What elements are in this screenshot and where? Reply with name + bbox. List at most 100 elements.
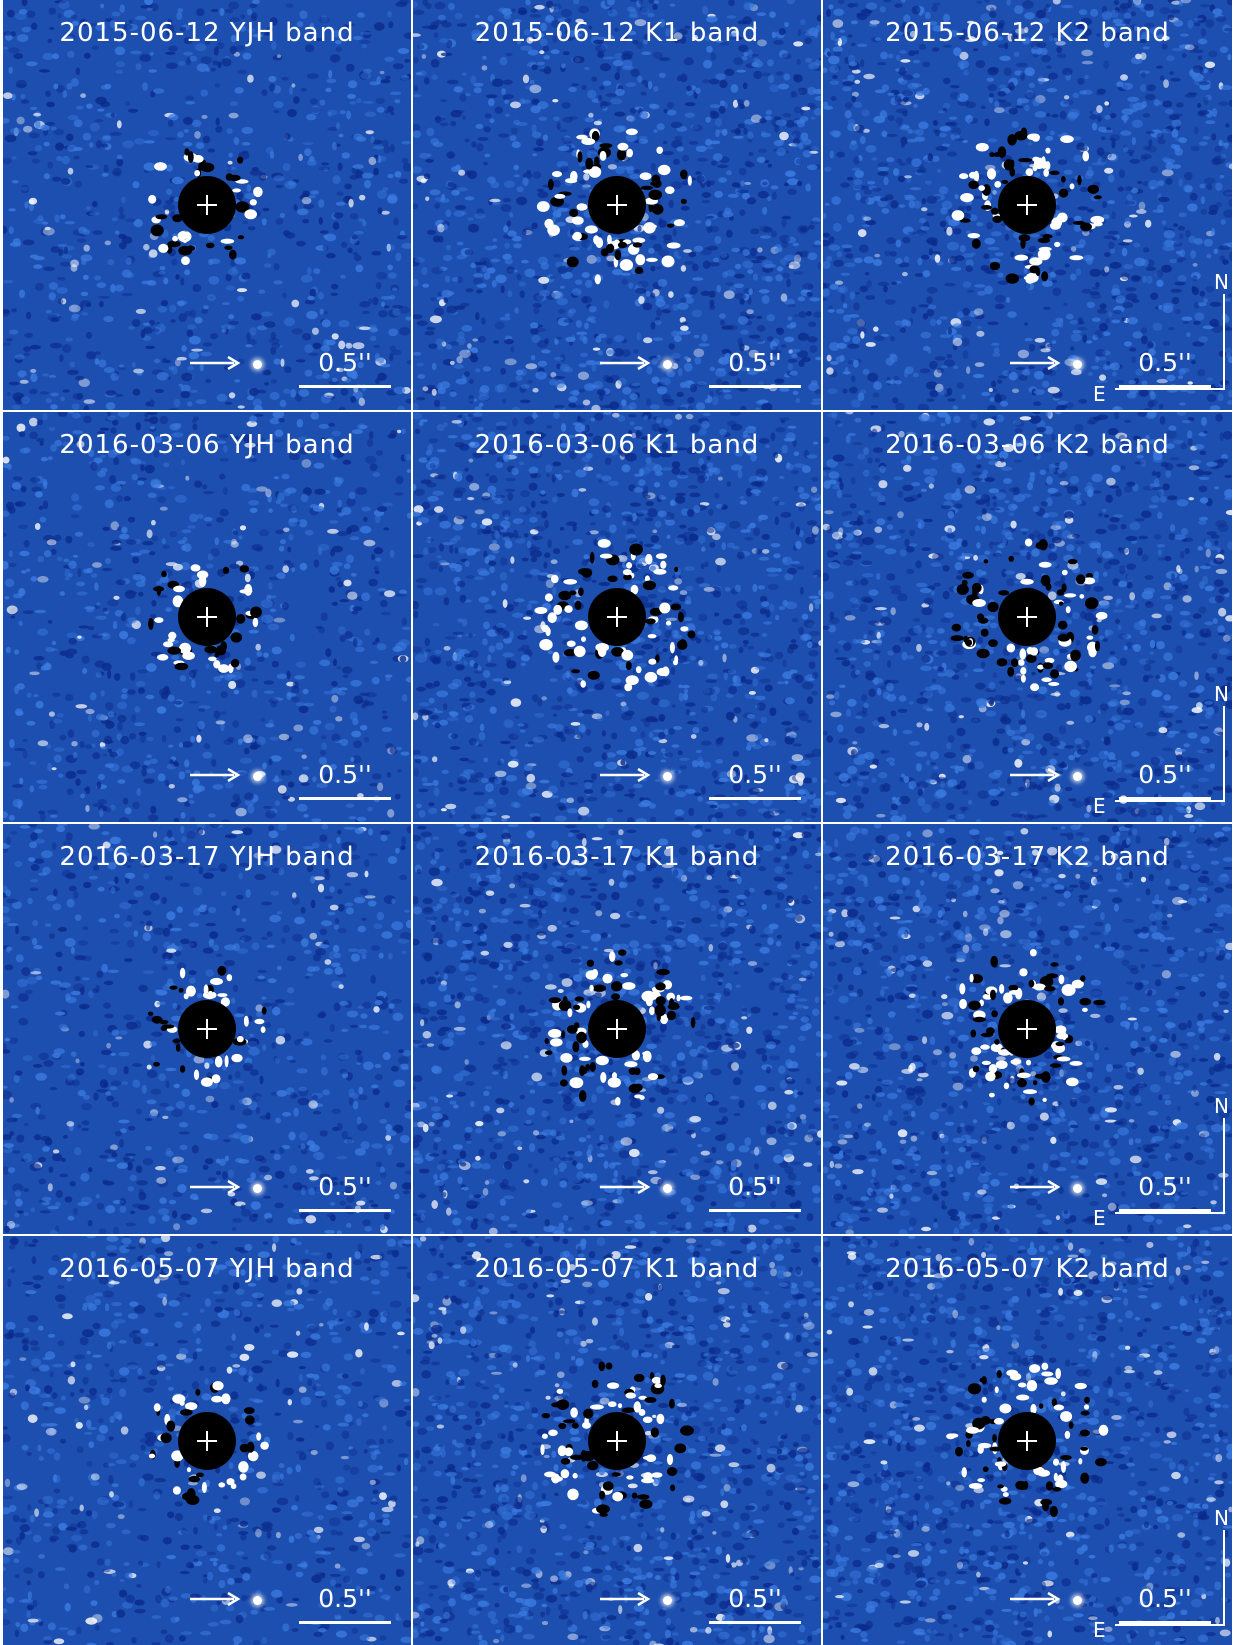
compass-east-line [1115,1624,1225,1626]
scale-bar-line [709,1621,801,1624]
panel-title: 2015-06-12 YJH band [59,18,355,48]
companion-point-source [663,772,672,781]
star-position-cross-icon [1013,1015,1041,1043]
scale-bar-line [299,1621,391,1624]
scale-bar: 0.5'' [295,348,395,394]
compass-north-label: N [1214,1506,1229,1530]
companion-point-source [1073,1184,1082,1193]
speckle-noise-background [823,0,1232,410]
scale-bar: 0.5'' [705,760,805,806]
image-panel-r4c1: 2016-05-07 YJH band 0.5'' [3,1236,411,1645]
scale-bar: 0.5'' [295,1584,395,1630]
scale-bar-line [299,1209,391,1212]
scale-bar: 0.5'' [1115,1172,1215,1218]
scale-bar: 0.5'' [705,348,805,394]
compass-east-label: E [1093,1206,1106,1230]
companion-arrow-icon [190,356,241,370]
scale-bar-line [709,385,801,388]
star-position-cross-icon [1013,191,1041,219]
scale-bar-line [1119,1209,1211,1212]
compass-north-line [1223,1118,1225,1214]
panel-title: 2016-05-07 K1 band [474,1254,760,1284]
companion-arrow-icon [1010,356,1061,370]
companion-point-source [253,1184,262,1193]
image-panel-r3c3: 2016-03-17 K2 band 0.5'' N E [823,824,1232,1234]
scale-bar: 0.5'' [705,1584,805,1630]
image-panel-r3c2: 2016-03-17 K1 band 0.5'' [413,824,821,1234]
panel-title: 2016-03-06 K2 band [885,430,1170,460]
star-position-cross-icon [193,1015,221,1043]
star-position-cross-icon [1013,1427,1041,1455]
panel-title: 2016-03-17 K2 band [885,842,1170,872]
companion-arrow-icon [190,768,241,782]
star-position-cross-icon [603,191,631,219]
image-panel-r4c2: 2016-05-07 K1 band 0.5'' [413,1236,821,1645]
scale-bar-label: 0.5'' [1138,760,1192,789]
companion-arrow-icon [1010,768,1061,782]
scale-bar-label: 0.5'' [1138,1584,1192,1613]
scale-bar-line [299,385,391,388]
companion-arrow-icon [600,356,651,370]
star-position-cross-icon [193,603,221,631]
star-position-cross-icon [603,1015,631,1043]
star-position-cross-icon [603,603,631,631]
companion-point-source [663,1184,672,1193]
scale-bar-label: 0.5'' [728,1584,782,1613]
compass-east-label: E [1093,382,1106,406]
speckle-noise-background [413,0,821,410]
scale-bar: 0.5'' [295,760,395,806]
scale-bar-line [1119,1621,1211,1624]
compass-east-line [1115,1212,1225,1214]
compass-north-label: N [1214,1094,1229,1118]
compass-east-line [1115,800,1225,802]
scale-bar-label: 0.5'' [728,1172,782,1201]
speckle-noise-background [823,412,1232,822]
companion-arrow-icon [1010,1180,1061,1194]
scale-bar-line [709,797,801,800]
scale-bar-line [709,1209,801,1212]
companion-arrow-icon [1010,1592,1061,1606]
companion-arrow-icon [190,1592,241,1606]
companion-arrow-icon [600,1180,651,1194]
scale-bar-label: 0.5'' [1138,348,1192,377]
panel-title: 2016-03-17 K1 band [474,842,760,872]
companion-point-source [663,1596,672,1605]
companion-point-source [253,1596,262,1605]
scale-bar: 0.5'' [1115,348,1215,394]
scale-bar: 0.5'' [295,1172,395,1218]
compass-east-label: E [1093,1618,1106,1642]
scale-bar-line [299,797,391,800]
companion-point-source [1073,1596,1082,1605]
panel-title: 2015-06-12 K2 band [885,18,1170,48]
companion-arrow-icon [600,1592,651,1606]
scale-bar-line [1119,797,1211,800]
compass-north-line [1223,294,1225,390]
companion-point-source [663,360,672,369]
star-position-cross-icon [193,1427,221,1455]
companion-arrow-icon [600,768,651,782]
scale-bar: 0.5'' [1115,760,1215,806]
scale-bar-label: 0.5'' [318,1584,372,1613]
star-position-cross-icon [1013,603,1041,631]
companion-point-source [253,360,262,369]
image-panel-r1c2: 2015-06-12 K1 band 0.5'' [413,0,821,410]
companion-point-source [253,772,262,781]
compass-north-label: N [1214,270,1229,294]
compass-east-line [1115,388,1225,390]
companion-point-source [1073,772,1082,781]
panel-title: 2016-03-06 K1 band [474,430,760,460]
panel-title: 2016-05-07 YJH band [59,1254,355,1284]
scale-bar: 0.5'' [705,1172,805,1218]
image-panel-r2c2: 2016-03-06 K1 band 0.5'' [413,412,821,822]
panel-title: 2016-03-06 YJH band [59,430,355,460]
image-panel-r2c1: 2016-03-06 YJH band 0.5'' [3,412,411,822]
companion-arrow-icon [190,1180,241,1194]
scale-bar-label: 0.5'' [318,1172,372,1201]
